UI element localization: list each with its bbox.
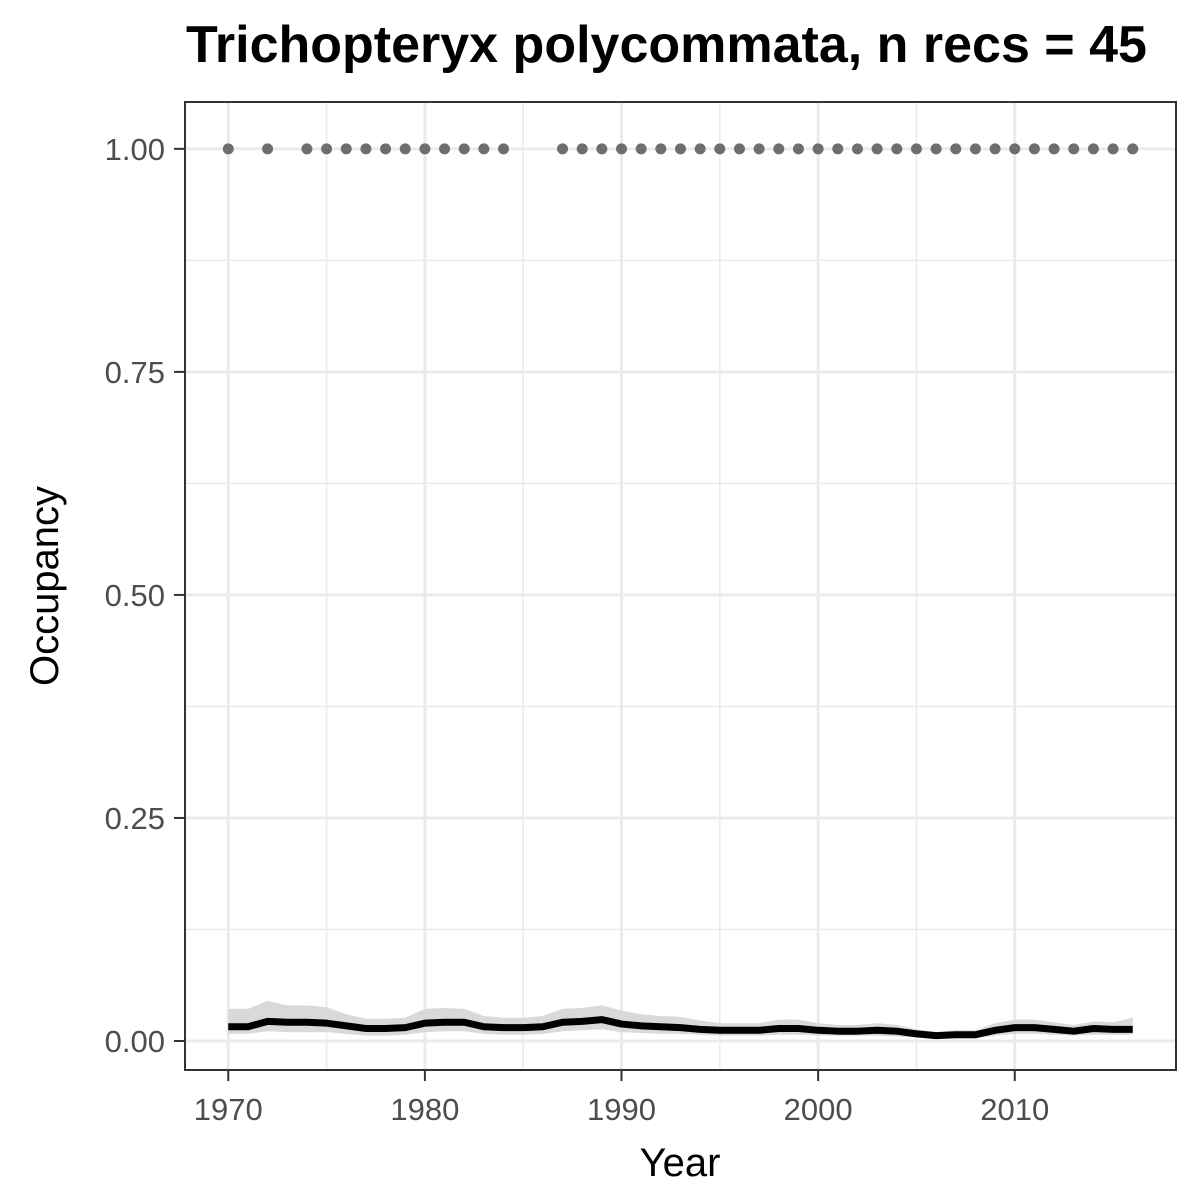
x-axis-title: Year [640,1141,721,1185]
x-tick-label: 1980 [390,1092,459,1127]
x-axis: 1970 1980 1990 2000 2010 [194,1070,1049,1127]
record-point [910,143,922,155]
record-point [1087,143,1099,155]
record-point [1127,143,1139,155]
x-tick-label: 1990 [587,1092,656,1127]
record-point [714,143,726,155]
chart-title: Trichopteryx polycommata, n recs = 45 [186,16,1147,74]
record-point [1009,143,1021,155]
record-point [812,143,824,155]
panel-background [185,102,1176,1070]
record-point [301,143,313,155]
record-point [576,143,588,155]
record-point [557,143,569,155]
record-point [773,143,785,155]
record-point [1107,143,1119,155]
record-point [321,143,333,155]
record-point [950,143,962,155]
y-tick-label: 0.00 [105,1024,165,1059]
record-point [380,143,392,155]
record-point [891,143,903,155]
record-point [419,143,431,155]
record-point [1028,143,1040,155]
record-point [832,143,844,155]
record-point [360,143,372,155]
record-point [262,143,274,155]
record-point [655,143,667,155]
grid-minor [185,102,1176,1070]
record-point [478,143,490,155]
panel-border [184,101,1177,1071]
y-tick-label: 0.50 [105,578,165,613]
record-point [222,143,234,155]
record-point [733,143,745,155]
y-axis: 0.00 0.25 0.50 0.75 1.00 [105,132,185,1059]
record-point [340,143,352,155]
record-point [616,143,628,155]
record-point [675,143,686,155]
confidence-ribbon [228,1000,1133,1039]
x-tick-label: 1970 [194,1092,263,1127]
y-axis-title: Occupancy [23,486,67,686]
record-point [930,143,942,155]
record-point [458,143,470,155]
record-point [1068,143,1080,155]
plot-panel [184,101,1177,1071]
record-point [871,143,883,155]
y-tick-label: 0.75 [105,355,165,390]
record-point [989,143,1001,155]
record-points [222,143,1139,155]
occupancy-line [228,1016,1133,1040]
record-point [596,143,608,155]
record-point [498,143,510,155]
record-point [969,143,981,155]
record-point [439,143,451,155]
x-tick-label: 2010 [980,1092,1049,1127]
y-tick-label: 1.00 [105,132,165,167]
record-point [1048,143,1060,155]
record-point [399,143,411,155]
x-tick-label: 2000 [784,1092,853,1127]
record-point [753,143,765,155]
record-point [851,143,863,155]
record-point [635,143,647,155]
y-tick-label: 0.25 [105,801,165,836]
record-point [792,143,804,155]
record-point [694,143,706,155]
